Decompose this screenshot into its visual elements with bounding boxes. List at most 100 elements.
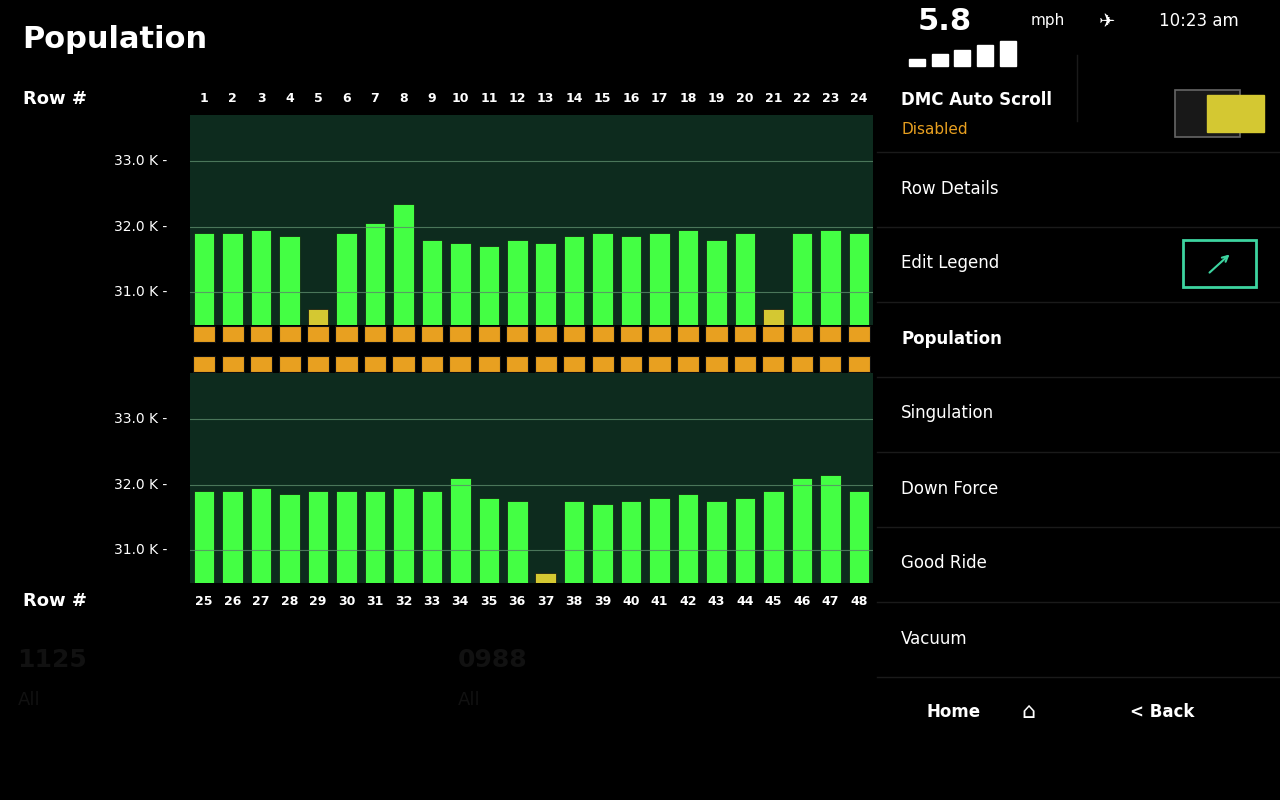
Bar bbox=[477, 326, 500, 342]
Bar bbox=[1183, 240, 1256, 287]
Bar bbox=[847, 356, 870, 372]
Bar bbox=[678, 230, 699, 325]
Bar bbox=[705, 326, 727, 342]
Text: 12: 12 bbox=[508, 92, 526, 105]
Text: Edit Legend: Edit Legend bbox=[901, 254, 1000, 273]
Bar bbox=[849, 233, 869, 325]
Bar bbox=[307, 491, 328, 583]
Bar bbox=[678, 494, 699, 583]
Text: Good Ride: Good Ride bbox=[901, 554, 987, 573]
Text: 20: 20 bbox=[736, 92, 754, 105]
Bar bbox=[393, 488, 413, 583]
Text: < Back: < Back bbox=[1130, 703, 1194, 721]
Bar bbox=[337, 491, 357, 583]
Bar bbox=[932, 54, 948, 66]
Bar bbox=[735, 498, 755, 583]
Text: 18: 18 bbox=[680, 92, 696, 105]
Bar bbox=[820, 474, 841, 583]
Bar bbox=[250, 356, 273, 372]
Text: 35: 35 bbox=[480, 595, 498, 608]
Text: 25: 25 bbox=[196, 595, 212, 608]
Text: 43: 43 bbox=[708, 595, 726, 608]
Bar bbox=[193, 356, 215, 372]
Bar bbox=[479, 246, 499, 325]
Bar bbox=[677, 356, 699, 372]
Bar bbox=[364, 326, 387, 342]
Bar bbox=[506, 326, 529, 342]
Text: 16: 16 bbox=[622, 92, 640, 105]
Bar bbox=[279, 326, 301, 342]
Bar bbox=[535, 243, 556, 325]
Text: 48: 48 bbox=[850, 595, 868, 608]
Text: 37: 37 bbox=[538, 595, 554, 608]
Bar bbox=[251, 230, 271, 325]
Text: 10: 10 bbox=[452, 92, 468, 105]
Bar bbox=[977, 45, 993, 66]
Text: 39: 39 bbox=[594, 595, 612, 608]
Bar bbox=[735, 233, 755, 325]
Bar bbox=[195, 491, 215, 583]
Text: 41: 41 bbox=[650, 595, 668, 608]
Bar bbox=[195, 233, 215, 325]
Text: 2: 2 bbox=[228, 92, 237, 105]
Text: Row #: Row # bbox=[23, 593, 87, 610]
Bar bbox=[677, 326, 699, 342]
Bar bbox=[421, 491, 442, 583]
Text: 17: 17 bbox=[650, 92, 668, 105]
Bar bbox=[307, 326, 329, 342]
Bar bbox=[705, 356, 727, 372]
Bar bbox=[477, 356, 500, 372]
Text: 14: 14 bbox=[566, 92, 582, 105]
Bar bbox=[593, 504, 613, 583]
Text: 36: 36 bbox=[508, 595, 526, 608]
Text: Population: Population bbox=[901, 330, 1002, 347]
Text: 28: 28 bbox=[280, 595, 298, 608]
Bar bbox=[849, 491, 869, 583]
Text: 4: 4 bbox=[285, 92, 294, 105]
Text: 32: 32 bbox=[394, 595, 412, 608]
Text: Row Details: Row Details bbox=[901, 179, 998, 198]
Bar bbox=[223, 491, 243, 583]
Text: Disabled: Disabled bbox=[901, 122, 968, 137]
Bar bbox=[365, 223, 385, 325]
Bar bbox=[649, 498, 669, 583]
Bar bbox=[451, 243, 471, 325]
Text: 0988: 0988 bbox=[457, 648, 527, 672]
Text: 31.0 K -: 31.0 K - bbox=[114, 285, 168, 299]
Text: 44: 44 bbox=[736, 595, 754, 608]
Text: 38: 38 bbox=[566, 595, 582, 608]
Bar bbox=[620, 326, 643, 342]
Text: 33.0 K -: 33.0 K - bbox=[114, 154, 168, 168]
Text: Vacuum: Vacuum bbox=[901, 630, 968, 647]
Text: 45: 45 bbox=[764, 595, 782, 608]
Bar bbox=[337, 233, 357, 325]
Text: 40: 40 bbox=[622, 595, 640, 608]
Bar bbox=[564, 501, 585, 583]
Text: Singulation: Singulation bbox=[901, 405, 995, 422]
Bar bbox=[451, 478, 471, 583]
Text: 7: 7 bbox=[371, 92, 379, 105]
Bar bbox=[393, 356, 415, 372]
Bar bbox=[193, 326, 215, 342]
Text: 31: 31 bbox=[366, 595, 384, 608]
Bar bbox=[506, 356, 529, 372]
Text: All: All bbox=[18, 691, 40, 709]
Bar bbox=[221, 356, 243, 372]
Text: 6: 6 bbox=[342, 92, 351, 105]
Bar bbox=[621, 501, 641, 583]
Bar bbox=[250, 326, 273, 342]
Text: 32.0 K -: 32.0 K - bbox=[114, 478, 168, 491]
Text: 21: 21 bbox=[764, 92, 782, 105]
Bar bbox=[307, 356, 329, 372]
Bar bbox=[707, 240, 727, 325]
Bar bbox=[421, 240, 442, 325]
Bar bbox=[649, 356, 671, 372]
Bar bbox=[955, 50, 970, 66]
Text: 27: 27 bbox=[252, 595, 270, 608]
Bar bbox=[591, 326, 613, 342]
Bar bbox=[791, 233, 812, 325]
Bar bbox=[507, 501, 527, 583]
Text: 31.0 K -: 31.0 K - bbox=[114, 543, 168, 557]
Text: Row #: Row # bbox=[23, 90, 87, 107]
Text: 8: 8 bbox=[399, 92, 408, 105]
